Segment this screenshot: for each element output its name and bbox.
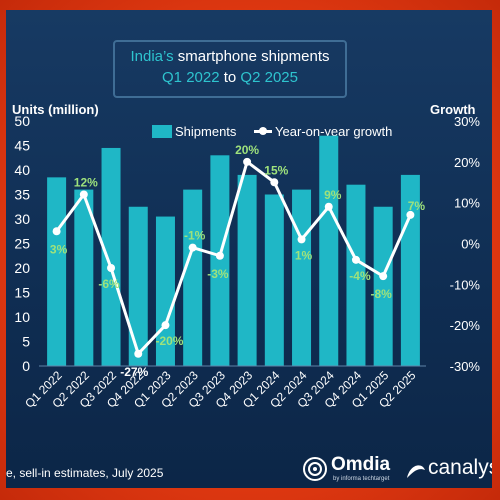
title-start-quarter: Q1 2022 — [162, 69, 220, 86]
right-tick-label: 0% — [461, 237, 480, 252]
shipment-bar — [346, 184, 366, 366]
growth-data-label: 9% — [324, 188, 342, 202]
shipment-bar — [373, 206, 393, 366]
shipment-bar — [210, 155, 230, 366]
growth-point — [406, 210, 415, 219]
growth-data-label: 3% — [50, 242, 68, 256]
growth-data-label: -6% — [98, 277, 120, 291]
shipment-bar — [237, 174, 257, 366]
chart-title-box: India’s smartphone shipments Q1 2022 to … — [113, 40, 347, 98]
chart-svg: 0 5 10 15 20 25 30 35 40 45 50 -30% -20% -10% 0% 10% 20%… — [14, 113, 481, 411]
canalys-name: canalys — [428, 456, 492, 479]
right-tick-label: -20% — [450, 318, 481, 333]
growth-point — [107, 264, 116, 272]
shipment-bar — [101, 147, 121, 366]
omdia-name: Omdia — [331, 454, 391, 475]
left-tick-label: 30 — [14, 211, 30, 227]
right-tick-label: 20% — [454, 155, 480, 170]
growth-data-label: 7% — [408, 199, 426, 213]
legend-line-label: Year-on-year growth — [275, 124, 393, 139]
shipment-bar — [319, 135, 339, 366]
left-tick-label: 10 — [14, 309, 30, 325]
growth-point — [270, 178, 279, 187]
growth-data-label: -1% — [184, 229, 206, 243]
growth-line — [55, 160, 412, 356]
legend-line-swatch — [254, 127, 273, 135]
shipment-bar — [47, 177, 67, 366]
growth-point — [351, 255, 360, 264]
legend-bar-swatch — [152, 125, 172, 138]
footer-source: e, sell-in estimates, July 2025 — [6, 466, 164, 480]
shipment-bar — [183, 189, 203, 366]
growth-point — [52, 227, 61, 236]
growth-point — [324, 202, 333, 211]
right-tick-label: 10% — [454, 196, 480, 211]
shipment-bar — [292, 189, 312, 366]
title-to: to — [219, 69, 241, 86]
growth-point — [161, 321, 170, 330]
right-tick-label: -10% — [450, 277, 481, 292]
growth-data-label: -20% — [155, 334, 183, 348]
growth-data-label: -8% — [371, 287, 393, 301]
shipment-bar — [74, 189, 94, 366]
growth-point — [379, 272, 388, 281]
left-tick-label: 40 — [14, 162, 30, 178]
growth-data-label: 12% — [74, 176, 98, 190]
left-tick-label: 20 — [14, 260, 30, 276]
right-axis-title: Growth — [430, 102, 476, 117]
title-india: India’s — [130, 48, 174, 65]
title-rest: smartphone shipments — [173, 48, 330, 65]
growth-point — [188, 243, 197, 252]
chart-title-line-1: India’s smartphone shipments — [115, 48, 345, 65]
left-tick-label: 45 — [14, 138, 30, 154]
left-axis-title: Units (million) — [12, 102, 99, 117]
growth-point — [215, 251, 224, 260]
chart-panel: India’s smartphone shipments Q1 2022 to … — [6, 10, 492, 488]
left-tick-label: 0 — [22, 358, 30, 374]
right-tick-label: -30% — [450, 359, 481, 374]
chart-legend: Shipments Year-on-year growth — [152, 124, 392, 142]
title-end-quarter: Q2 2025 — [240, 69, 298, 86]
growth-data-label: -3% — [207, 267, 229, 281]
growth-point — [134, 349, 143, 358]
left-tick-label: 5 — [22, 334, 30, 350]
omdia-icon — [303, 457, 327, 481]
right-tick-label: 30% — [454, 114, 480, 129]
legend-bars-label: Shipments — [175, 124, 237, 139]
growth-data-label: 20% — [235, 143, 259, 157]
left-tick-label: 15 — [14, 285, 30, 301]
growth-point — [243, 157, 252, 166]
canalys-icon — [407, 465, 425, 478]
shipment-bar — [264, 194, 284, 366]
growth-point — [79, 190, 88, 199]
omdia-subtitle: by informa techtarget — [333, 476, 390, 482]
chart-title-line-2: Q1 2022 to Q2 2025 — [115, 69, 345, 86]
growth-data-label: -27% — [120, 365, 148, 379]
left-tick-label: 35 — [14, 187, 30, 203]
growth-data-label: 15% — [264, 163, 288, 177]
growth-data-label: -4% — [349, 269, 371, 283]
shipment-bar — [128, 206, 148, 366]
left-tick-label: 25 — [14, 236, 30, 252]
growth-point — [297, 235, 306, 244]
left-tick-label: 50 — [14, 113, 30, 129]
growth-data-label: 1% — [295, 248, 313, 262]
